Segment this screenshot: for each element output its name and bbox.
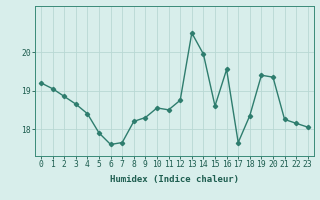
X-axis label: Humidex (Indice chaleur): Humidex (Indice chaleur) xyxy=(110,175,239,184)
